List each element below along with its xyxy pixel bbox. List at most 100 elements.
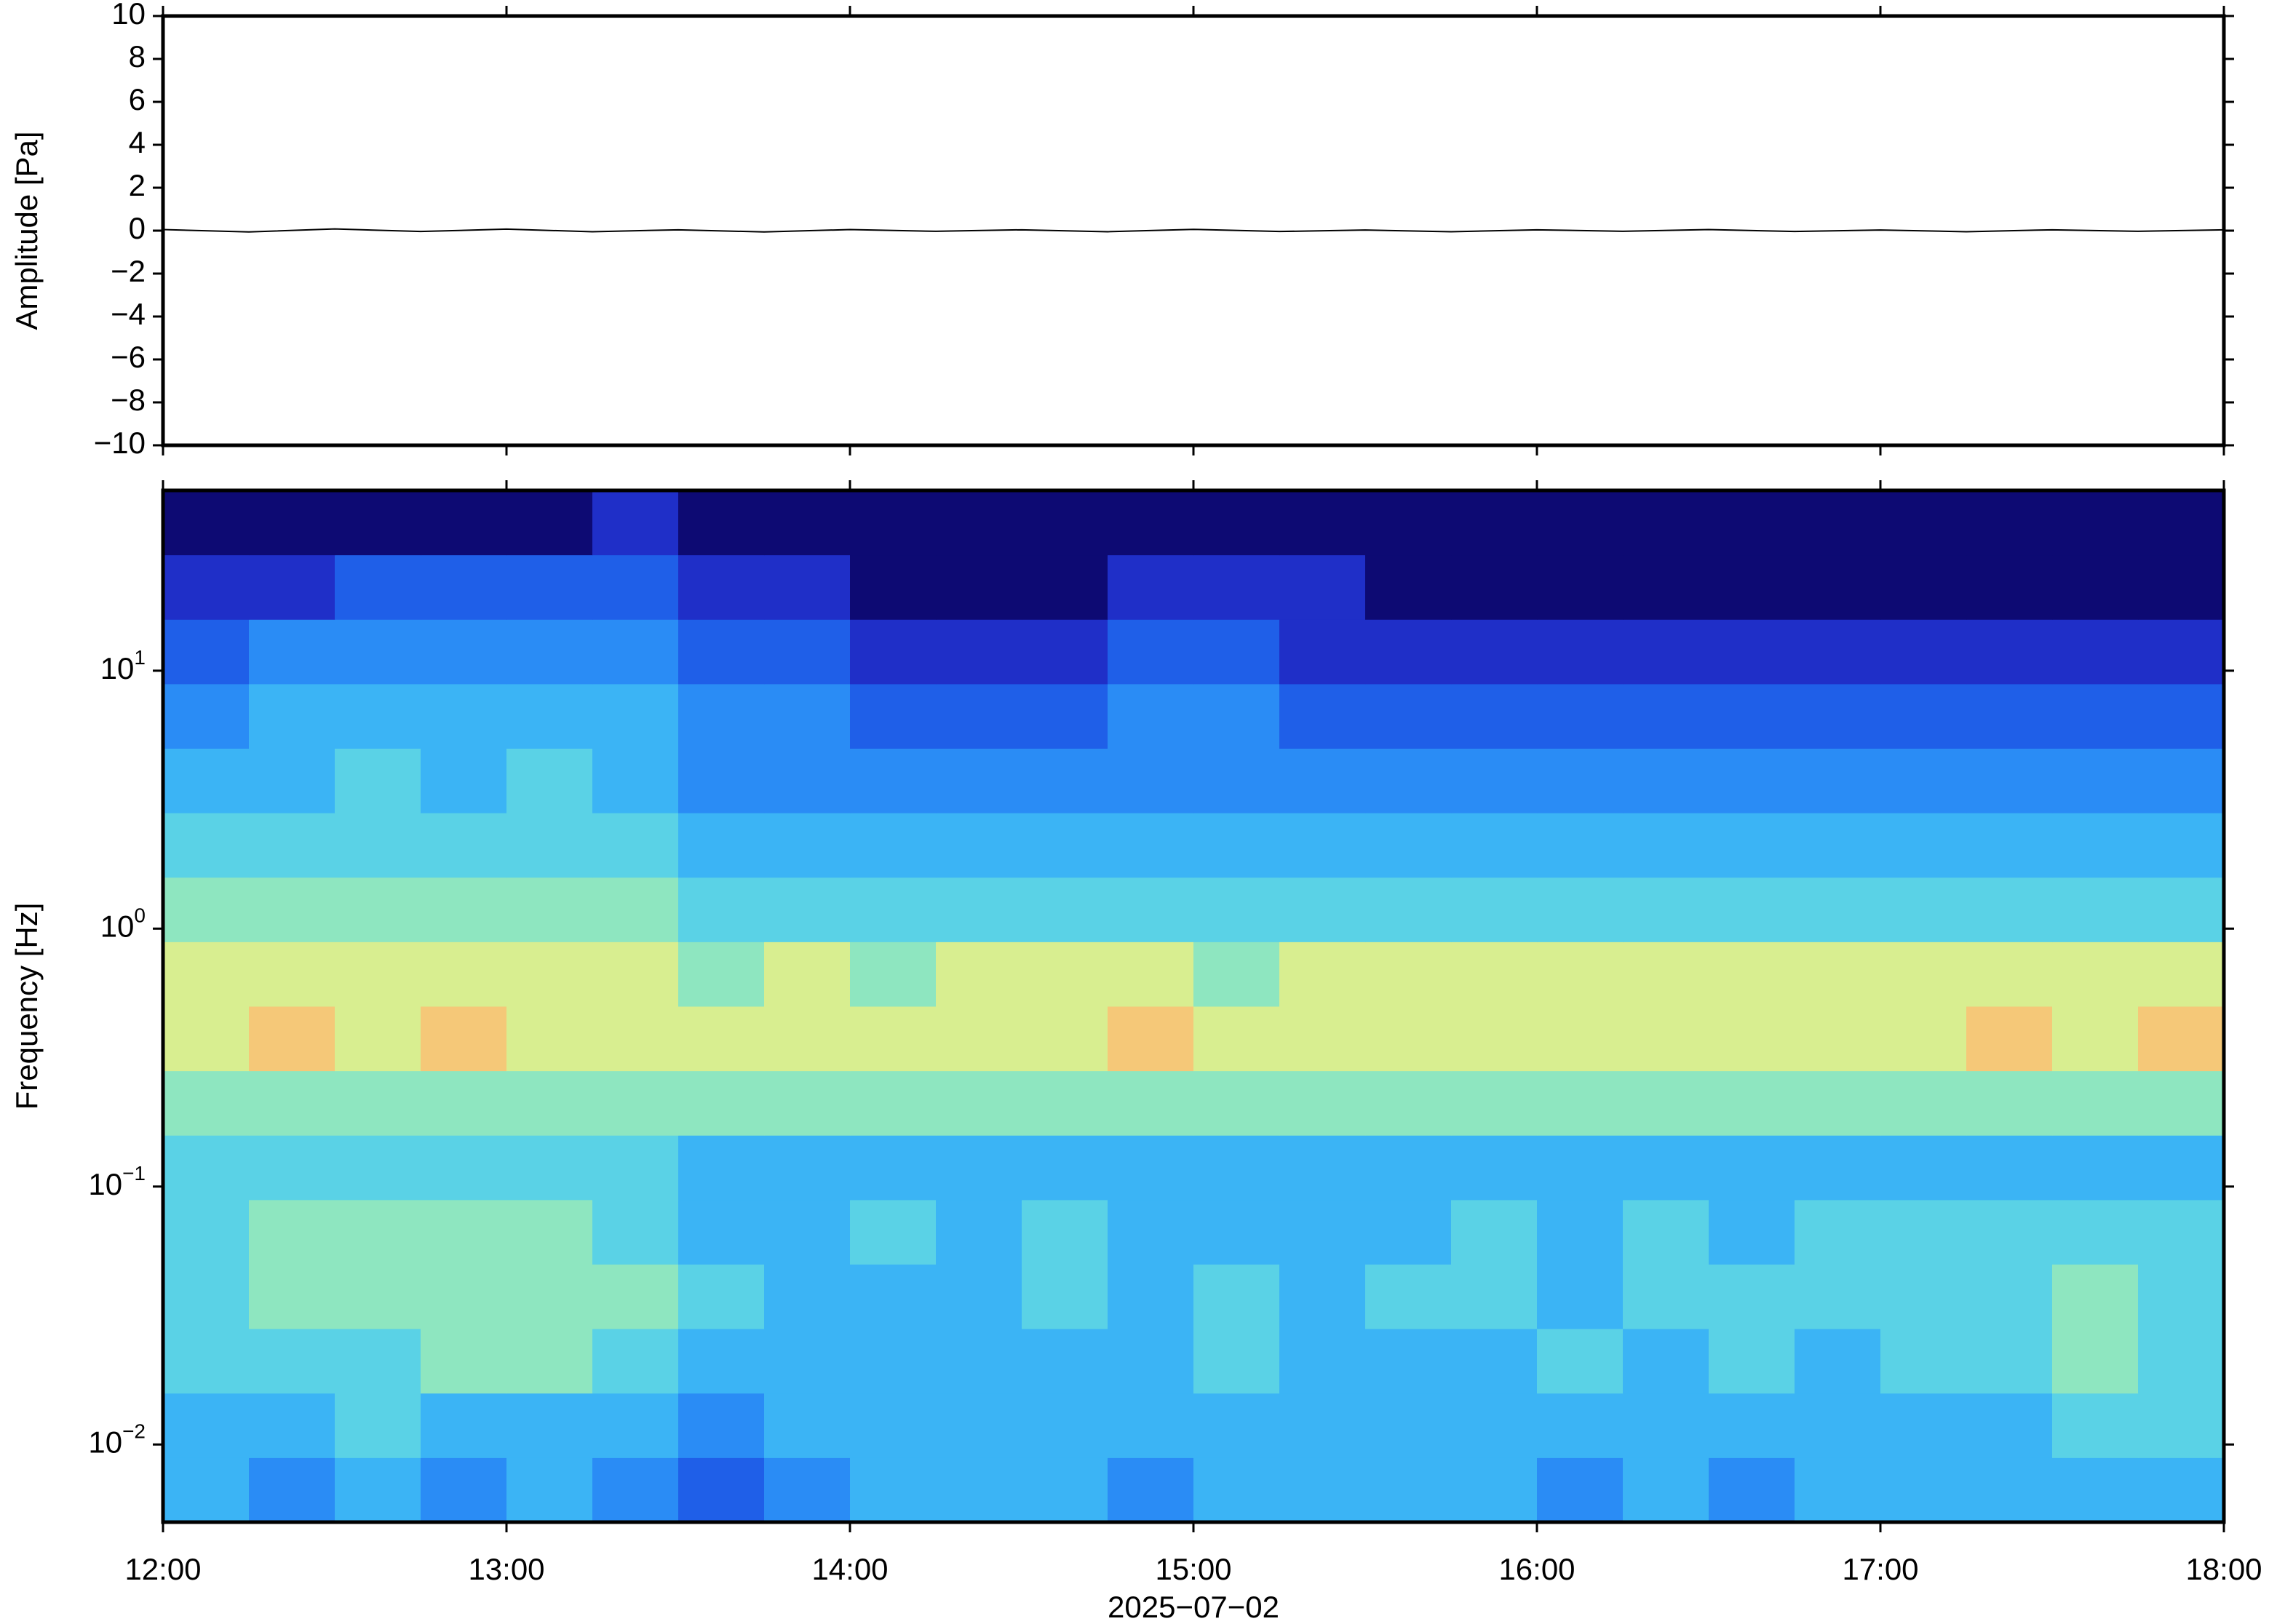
heat-cell [1193, 1329, 1280, 1394]
heat-cell [1365, 1457, 1452, 1523]
heat-cell [1537, 619, 1624, 685]
heat-cell [1108, 748, 1194, 813]
heat-cell [1709, 748, 1795, 813]
heat-cell [1623, 1264, 1709, 1329]
heat-cell [1022, 1393, 1108, 1458]
heat-cell [335, 619, 421, 685]
heat-cell [1022, 490, 1108, 556]
heat-cell [678, 554, 765, 620]
heat-cell [1022, 1070, 1108, 1136]
heat-cell [1279, 813, 1366, 878]
heat-cell [1279, 619, 1366, 685]
heat-cell [1365, 813, 1452, 878]
y-tick-label: −6 [111, 340, 146, 374]
heat-cell [1623, 748, 1709, 813]
heat-cell [1022, 877, 1108, 942]
heat-cell [163, 1457, 250, 1523]
heat-cell [1880, 1393, 1967, 1458]
heat-cell [1108, 619, 1194, 685]
heat-cell [1365, 1199, 1452, 1265]
heat-cell [1365, 554, 1452, 620]
heat-cell [764, 748, 851, 813]
heat-cell [2138, 1264, 2225, 1329]
heat-cell [1279, 683, 1366, 749]
y-tick-base: 10 [100, 651, 135, 685]
heat-cell [1022, 1135, 1108, 1201]
heat-cell [1193, 1393, 1280, 1458]
heat-cell [764, 877, 851, 942]
heat-cell [1623, 554, 1709, 620]
heat-cell [936, 490, 1022, 556]
heat-cell [592, 1457, 679, 1523]
heat-cell [1709, 683, 1795, 749]
heat-cell [850, 1264, 937, 1329]
heat-cell [1966, 619, 2053, 685]
heat-cell [1451, 554, 1538, 620]
heat-cell [850, 813, 937, 878]
x-tick-label: 16:00 [1498, 1552, 1575, 1586]
heat-cell [1880, 1264, 1967, 1329]
heat-cell [1966, 1006, 2053, 1072]
heat-cell [1537, 942, 1624, 1007]
heat-cell [1623, 490, 1709, 556]
heat-cell [1451, 683, 1538, 749]
heat-cell [850, 490, 937, 556]
heat-cell [1108, 1070, 1194, 1136]
heat-cell [421, 1329, 507, 1394]
heat-cell [421, 877, 507, 942]
heat-cell [850, 619, 937, 685]
heat-cell [936, 1457, 1022, 1523]
y-tick-base: 10 [88, 1167, 122, 1201]
heat-cell [2138, 813, 2225, 878]
heat-cell [249, 813, 335, 878]
heat-cell [335, 877, 421, 942]
heat-cell [1966, 1070, 2053, 1136]
heat-cell [249, 877, 335, 942]
heat-cell [421, 942, 507, 1007]
y-tick-label: 8 [129, 39, 146, 73]
heat-cell [1966, 1457, 2053, 1523]
heat-cell [421, 1070, 507, 1136]
heat-cell [1193, 1135, 1280, 1201]
heat-cell [421, 1199, 507, 1265]
y-tick-label: 10−1 [88, 1162, 146, 1201]
y-axis-label: Frequency [Hz] [9, 903, 44, 1110]
heat-cell [1709, 1329, 1795, 1394]
heat-cell [1880, 619, 1967, 685]
heat-cell [506, 942, 593, 1007]
heat-cell [335, 1329, 421, 1394]
heat-cell [506, 1329, 593, 1394]
heat-cell [249, 942, 335, 1007]
heat-cell [1966, 748, 2053, 813]
heat-cell [163, 490, 250, 556]
heat-cell [1451, 1329, 1538, 1394]
heat-cell [1451, 748, 1538, 813]
heat-cell [2138, 619, 2225, 685]
heat-cell [1795, 813, 1881, 878]
heat-cell [1880, 683, 1967, 749]
x-tick-label: 14:00 [811, 1552, 888, 1586]
x-tick-label: 15:00 [1155, 1552, 1231, 1586]
heat-cell [421, 1006, 507, 1072]
heat-cell [592, 748, 679, 813]
heat-cell [421, 1264, 507, 1329]
heat-cell [1108, 683, 1194, 749]
heat-cell [1880, 1199, 1967, 1265]
heat-cell [678, 619, 765, 685]
heat-cell [1623, 813, 1709, 878]
heat-cell [1795, 619, 1881, 685]
y-tick-exponent: 1 [134, 646, 146, 669]
heat-cell [1623, 942, 1709, 1007]
heat-cell [936, 1199, 1022, 1265]
heat-cell [1537, 1006, 1624, 1072]
x-tick-label: 18:00 [2185, 1552, 2262, 1586]
heat-cell [1193, 877, 1280, 942]
heat-cell [2052, 1199, 2139, 1265]
heat-cell [1193, 1199, 1280, 1265]
heat-cell [1279, 554, 1366, 620]
heat-cell [506, 490, 593, 556]
heat-cell [592, 683, 679, 749]
heat-cell [2138, 1199, 2225, 1265]
heat-cell [678, 877, 765, 942]
heat-cell [1451, 1135, 1538, 1201]
